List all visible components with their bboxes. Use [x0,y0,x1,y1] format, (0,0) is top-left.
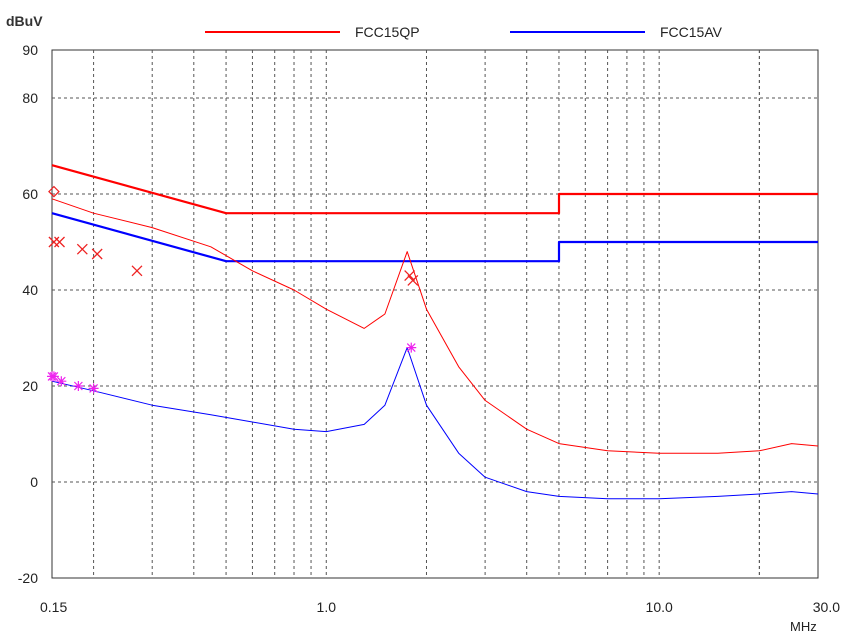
x-marker [91,248,103,260]
limit-line-fcc15av [51,212,818,263]
y-tick-label: 80 [22,90,38,106]
asterisk-marker [88,383,99,394]
measurement-trace [51,347,819,500]
legend-label: FCC15AV [660,24,723,40]
x-marker [407,274,419,286]
plot-area [51,49,819,579]
y-axis-label: dBuV [6,13,43,29]
grid [52,50,818,578]
x-marker [131,265,143,277]
asterisk-marker [73,381,84,391]
x-marker [404,270,416,282]
axis-labels: dBuV MHz -20 0 20 40 60 80 90 0.15 1.0 10.0 30.0 [6,13,840,634]
marker-layer [47,185,419,394]
x-marker [76,243,88,255]
limit-line-fcc15qp [51,164,818,215]
series-layer [51,164,819,500]
x-tick-label: 30.0 [813,599,840,615]
y-tick-label: 0 [30,474,38,490]
asterisk-marker [48,371,59,382]
x-marker [48,236,60,248]
measurement-trace [51,198,819,454]
diamond-marker [48,185,60,198]
y-tick-label: 90 [22,42,38,58]
legend: FCC15QP FCC15AV [205,24,723,40]
x-tick-label: 1.0 [317,599,337,615]
y-tick-label: -20 [18,570,38,586]
asterisk-marker [406,342,417,353]
x-marker [54,236,65,248]
y-tick-label: 60 [22,186,38,202]
x-tick-label: 10.0 [646,599,673,615]
asterisk-marker [56,376,67,387]
y-tick-label: 40 [22,282,38,298]
x-tick-label: 0.15 [40,599,67,615]
legend-label: FCC15QP [355,24,420,40]
y-tick-label: 20 [22,378,38,394]
x-axis-unit-label: MHz [790,619,817,634]
